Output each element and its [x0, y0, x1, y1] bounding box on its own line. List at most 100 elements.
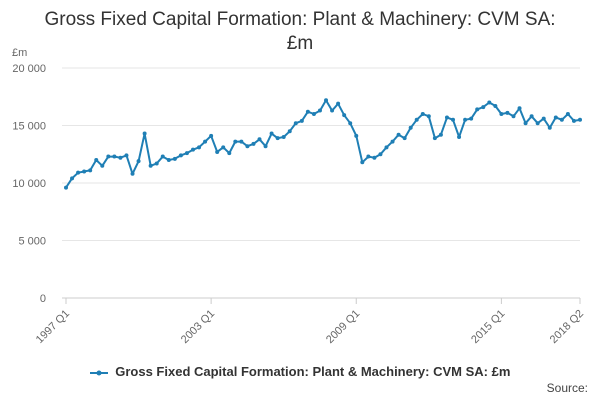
source-label: Source: — [546, 381, 588, 395]
legend[interactable]: Gross Fixed Capital Formation: Plant & M… — [0, 364, 600, 379]
data-point-79[interactable] — [541, 116, 546, 121]
data-point-54[interactable] — [390, 139, 395, 144]
data-point-75[interactable] — [517, 106, 522, 111]
data-point-38[interactable] — [293, 121, 298, 126]
data-point-22[interactable] — [197, 145, 202, 150]
data-point-80[interactable] — [547, 125, 552, 130]
data-point-14[interactable] — [148, 163, 153, 168]
data-point-85[interactable] — [578, 117, 582, 122]
data-point-12[interactable] — [136, 159, 141, 164]
data-point-17[interactable] — [166, 158, 171, 162]
data-point-72[interactable] — [499, 112, 504, 116]
data-point-30[interactable] — [245, 144, 250, 149]
data-point-56[interactable] — [402, 136, 407, 141]
data-point-69[interactable] — [481, 105, 486, 110]
data-point-57[interactable] — [408, 125, 413, 130]
data-point-0[interactable] — [64, 185, 68, 190]
data-point-76[interactable] — [523, 121, 528, 126]
data-point-68[interactable] — [475, 107, 480, 112]
x-tick-label-2: 2009 Q1 — [324, 308, 362, 346]
data-point-84[interactable] — [571, 118, 576, 123]
data-point-73[interactable] — [505, 110, 510, 115]
data-point-50[interactable] — [366, 154, 371, 159]
data-point-36[interactable] — [281, 135, 286, 139]
data-point-2[interactable] — [76, 170, 81, 175]
data-point-77[interactable] — [529, 114, 534, 119]
x-tick-label-0: 1997 Q1 — [34, 308, 72, 346]
data-point-4[interactable] — [88, 168, 93, 173]
data-point-42[interactable] — [317, 108, 322, 113]
data-point-29[interactable] — [239, 139, 244, 144]
data-point-41[interactable] — [311, 112, 316, 116]
data-point-71[interactable] — [493, 103, 498, 108]
data-point-19[interactable] — [178, 153, 183, 158]
data-point-61[interactable] — [432, 136, 437, 141]
data-point-46[interactable] — [342, 113, 347, 118]
data-point-44[interactable] — [330, 108, 335, 113]
data-point-51[interactable] — [372, 155, 377, 160]
data-point-3[interactable] — [82, 169, 87, 174]
x-tick-label-3: 2015 Q1 — [469, 308, 507, 346]
data-point-8[interactable] — [112, 154, 117, 159]
chart-title-line-2: £m — [286, 33, 314, 54]
data-point-32[interactable] — [257, 137, 262, 142]
data-point-13[interactable] — [142, 131, 147, 136]
data-point-81[interactable] — [553, 115, 558, 120]
data-point-48[interactable] — [354, 133, 359, 138]
data-point-23[interactable] — [203, 139, 208, 144]
data-point-34[interactable] — [269, 131, 274, 136]
data-point-31[interactable] — [251, 141, 256, 146]
data-point-74[interactable] — [511, 114, 516, 119]
data-point-11[interactable] — [130, 171, 135, 176]
data-point-78[interactable] — [535, 121, 540, 126]
data-point-25[interactable] — [215, 149, 220, 154]
data-point-58[interactable] — [414, 117, 419, 122]
data-point-20[interactable] — [184, 151, 189, 156]
data-point-62[interactable] — [438, 132, 443, 137]
data-point-18[interactable] — [172, 156, 177, 161]
data-point-66[interactable] — [463, 117, 468, 122]
data-point-39[interactable] — [299, 118, 304, 123]
y-tick-label-4: 20 000 — [12, 63, 46, 75]
data-point-24[interactable] — [209, 133, 214, 138]
data-point-9[interactable] — [118, 155, 123, 160]
series-group — [64, 98, 582, 190]
data-point-64[interactable] — [451, 117, 456, 122]
x-axis: 1997 Q1 2003 Q1 2009 Q1 2015 Q1 2018 Q2 — [34, 298, 586, 346]
data-point-10[interactable] — [124, 153, 129, 158]
data-point-70[interactable] — [487, 100, 492, 105]
data-point-21[interactable] — [190, 147, 195, 152]
data-point-35[interactable] — [275, 136, 280, 141]
data-point-27[interactable] — [227, 151, 232, 156]
y-axis-ticks: 0 5 000 10 000 15 000 20 000 — [12, 63, 46, 305]
data-point-49[interactable] — [360, 160, 365, 165]
data-point-55[interactable] — [396, 132, 401, 137]
data-point-63[interactable] — [444, 115, 449, 120]
data-point-5[interactable] — [94, 158, 99, 162]
data-point-28[interactable] — [233, 139, 238, 144]
data-point-15[interactable] — [154, 161, 159, 166]
chart-title: Gross Fixed Capital Formation: Plant & M… — [0, 8, 600, 56]
data-point-83[interactable] — [565, 112, 570, 116]
data-point-40[interactable] — [305, 109, 310, 114]
data-point-60[interactable] — [426, 114, 431, 119]
data-point-82[interactable] — [559, 117, 564, 122]
data-point-6[interactable] — [100, 163, 105, 168]
data-point-53[interactable] — [384, 145, 389, 150]
data-point-26[interactable] — [221, 145, 226, 150]
data-point-16[interactable] — [160, 154, 165, 159]
data-point-33[interactable] — [263, 144, 268, 149]
data-point-37[interactable] — [287, 129, 292, 134]
data-point-47[interactable] — [348, 121, 353, 126]
data-point-7[interactable] — [106, 154, 111, 159]
data-point-43[interactable] — [324, 98, 329, 103]
data-point-1[interactable] — [70, 176, 75, 181]
data-point-52[interactable] — [378, 152, 383, 157]
data-point-59[interactable] — [420, 112, 425, 116]
data-point-65[interactable] — [457, 135, 462, 139]
data-point-67[interactable] — [469, 116, 474, 121]
gridlines — [62, 67, 580, 299]
data-point-45[interactable] — [336, 101, 341, 106]
x-tick-label-4: 2018 Q2 — [548, 308, 586, 346]
